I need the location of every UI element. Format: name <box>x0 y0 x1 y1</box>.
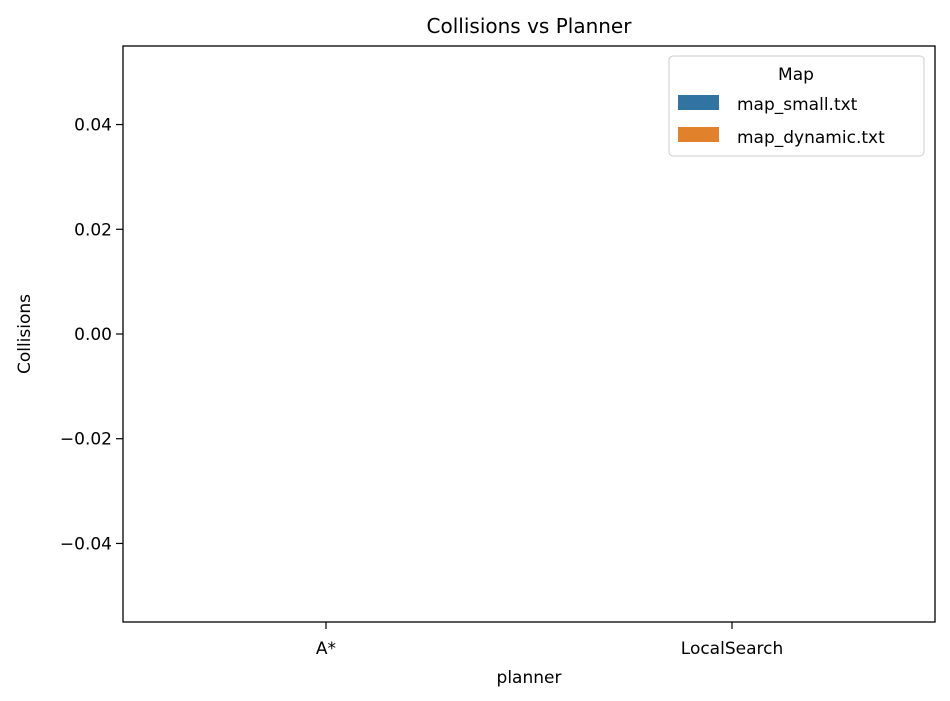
legend-title: Map <box>778 65 814 85</box>
y-tick-label: −0.02 <box>60 430 112 450</box>
y-tick-label: 0.00 <box>74 325 112 345</box>
legend-box <box>668 55 925 157</box>
y-tick-label: 0.04 <box>74 116 112 136</box>
legend-swatch-map-small <box>678 95 719 110</box>
legend-swatch-map-dynamic <box>678 127 719 142</box>
y-axis-ticks: 0.04 0.02 0.00 −0.02 −0.04 <box>60 116 123 554</box>
plot-frame <box>122 45 936 623</box>
legend-label-map-dynamic: map_dynamic.txt <box>737 128 885 148</box>
legend-label-map-small: map_small.txt <box>737 95 858 115</box>
x-tick-label: A* <box>316 639 336 659</box>
x-axis-ticks: A* LocalSearch <box>316 622 783 659</box>
y-axis-label: Collisions <box>15 294 35 374</box>
y-tick-label: 0.02 <box>74 220 112 240</box>
x-tick-label: LocalSearch <box>681 639 783 659</box>
chart-title: Collisions vs Planner <box>427 14 633 38</box>
y-tick-label: −0.04 <box>60 534 112 554</box>
x-axis-label: planner <box>497 668 562 688</box>
legend: Map map_small.txt map_dynamic.txt <box>668 55 925 157</box>
